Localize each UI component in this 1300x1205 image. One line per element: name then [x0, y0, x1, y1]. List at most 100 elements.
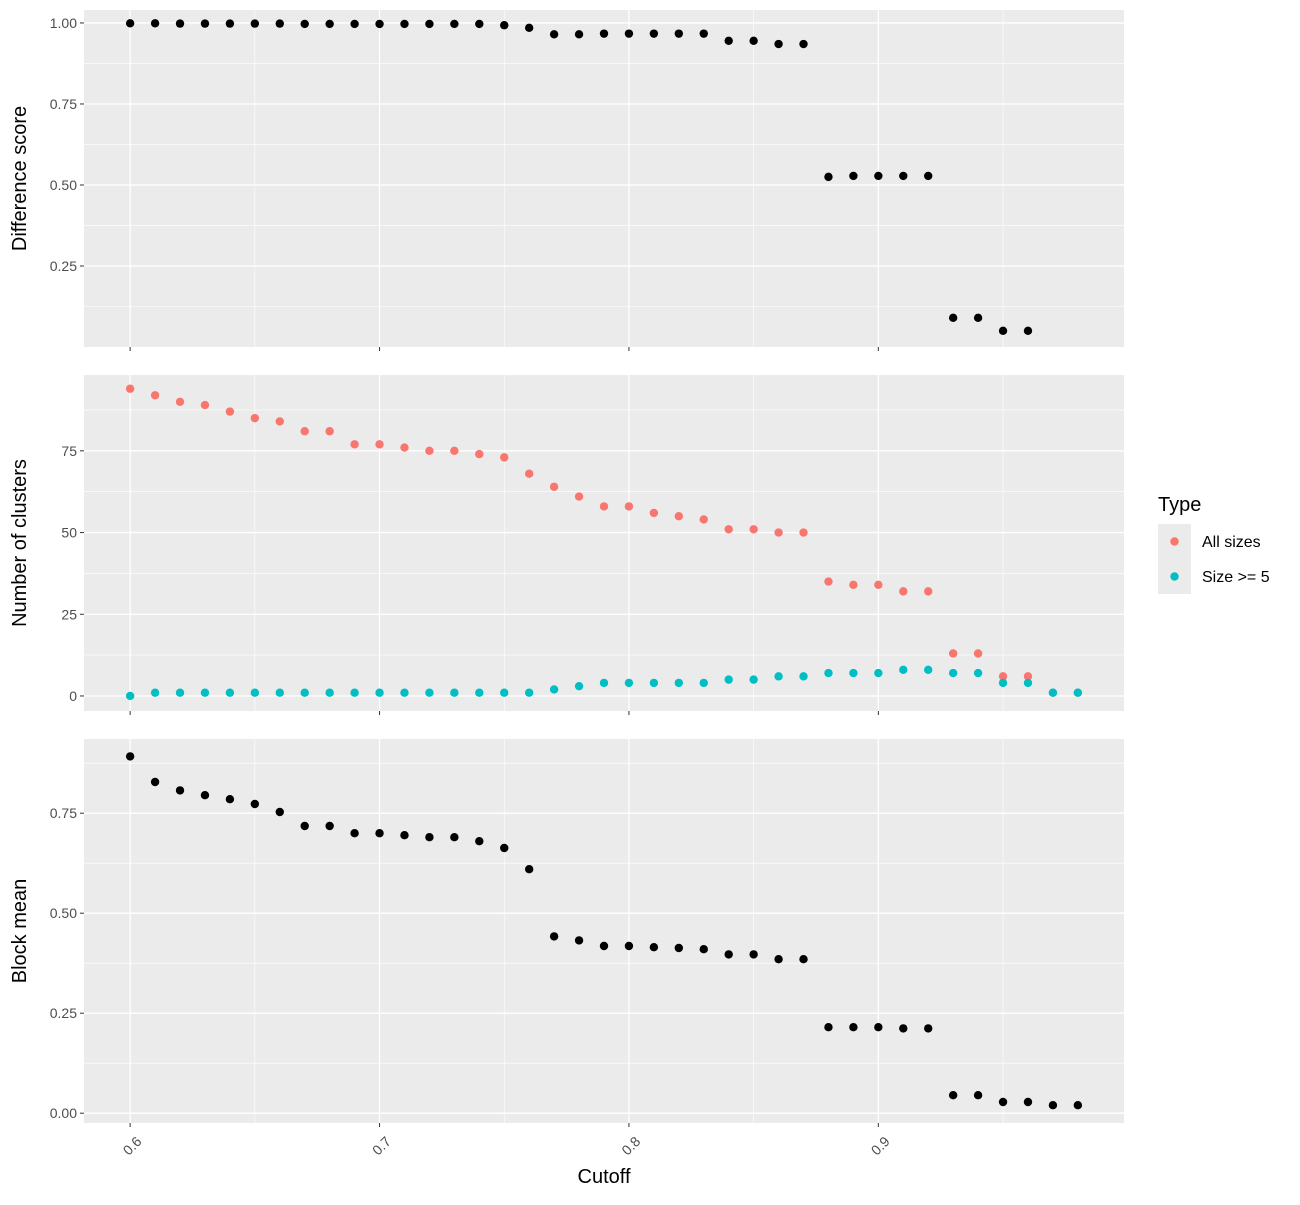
data-point: [1023, 326, 1033, 335]
data-point: [849, 668, 858, 678]
data-point: [275, 807, 284, 817]
data-point: [774, 955, 783, 964]
data-point: [375, 440, 384, 449]
data-point: [225, 688, 235, 697]
data-point: [475, 837, 484, 846]
data-point: [475, 449, 484, 459]
data-point: [150, 19, 160, 28]
data-point: [200, 19, 210, 28]
y-axis-title-1: Difference score: [9, 106, 31, 251]
data-point: [874, 1022, 883, 1032]
data-point: [624, 678, 634, 688]
data-point: [599, 941, 609, 951]
data-point: [300, 427, 309, 436]
data-point: [225, 795, 235, 804]
data-point: [450, 833, 459, 842]
data-point: [549, 482, 559, 491]
data-point: [649, 943, 659, 952]
data-point: [924, 171, 933, 181]
y-tick-label: 0.75: [50, 805, 77, 821]
data-point: [674, 29, 684, 38]
data-point: [624, 941, 634, 951]
legend-key-marker: [1170, 537, 1179, 546]
data-point: [649, 508, 659, 518]
data-point: [1023, 678, 1033, 688]
data-point: [400, 688, 409, 697]
data-point: [849, 171, 858, 181]
data-point: [699, 945, 708, 954]
data-point: [948, 1091, 958, 1100]
data-point: [899, 665, 908, 675]
data-point: [200, 688, 210, 697]
data-point: [1073, 688, 1083, 697]
data-point: [948, 668, 958, 678]
data-point: [549, 685, 559, 694]
data-point: [200, 791, 210, 800]
data-point: [350, 688, 359, 697]
data-point: [125, 19, 135, 28]
y-axis-title-2: Number of clusters: [9, 459, 31, 627]
data-point: [500, 21, 509, 30]
x-tick-label: 0.8: [618, 1133, 643, 1158]
data-point: [350, 440, 359, 449]
data-point: [824, 668, 833, 678]
data-point: [200, 400, 210, 410]
data-point: [924, 587, 933, 596]
y-axis-title-3: Block mean: [9, 879, 31, 984]
legend-key-marker: [1170, 572, 1179, 581]
data-point: [774, 39, 783, 49]
data-point: [799, 955, 808, 964]
data-point: [475, 19, 484, 29]
data-point: [275, 19, 284, 28]
data-point: [749, 525, 758, 534]
data-point: [150, 391, 160, 400]
data-point: [250, 19, 260, 28]
data-point: [175, 688, 185, 697]
data-point: [1023, 1097, 1033, 1107]
data-point: [824, 172, 833, 182]
x-tick-label: 0.6: [120, 1133, 145, 1158]
data-point: [799, 672, 808, 681]
data-point: [774, 672, 783, 681]
data-point: [749, 950, 758, 959]
data-point: [998, 678, 1008, 688]
data-point: [998, 1097, 1008, 1107]
data-point: [275, 688, 284, 697]
data-point: [375, 688, 384, 697]
data-point: [500, 843, 509, 853]
data-point: [250, 413, 260, 423]
data-point: [799, 528, 808, 537]
legend-title: Type: [1158, 494, 1201, 516]
data-point: [400, 443, 409, 452]
data-point: [425, 19, 434, 29]
data-point: [450, 19, 459, 29]
data-point: [924, 665, 933, 675]
data-point: [574, 492, 584, 501]
data-point: [150, 688, 160, 697]
data-point: [724, 525, 733, 534]
data-point: [799, 39, 808, 49]
data-point: [699, 678, 708, 688]
data-point: [1048, 1101, 1058, 1110]
data-point: [500, 688, 509, 697]
data-point: [300, 821, 309, 831]
y-tick-label: 0.00: [50, 1105, 77, 1121]
data-point: [599, 502, 609, 511]
x-tick-label: 0.9: [868, 1133, 893, 1158]
data-point: [125, 384, 135, 393]
data-point: [375, 829, 384, 838]
data-point: [899, 587, 908, 596]
data-point: [225, 19, 235, 28]
data-point: [275, 417, 284, 426]
data-point: [574, 681, 584, 691]
data-point: [749, 675, 758, 684]
data-point: [699, 515, 708, 524]
data-point: [924, 1024, 933, 1033]
data-point: [500, 453, 509, 462]
data-point: [998, 672, 1008, 681]
data-point: [549, 30, 559, 39]
data-point: [724, 36, 733, 45]
data-point: [325, 688, 334, 697]
